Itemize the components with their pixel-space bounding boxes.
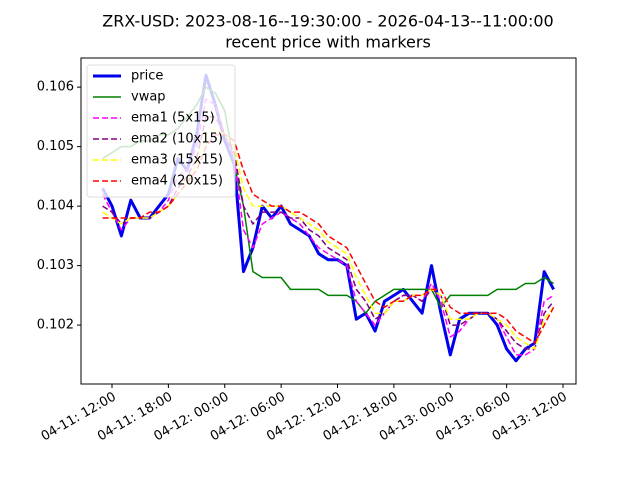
chart-subtitle: recent price with markers — [225, 33, 431, 52]
y-tick-label: 0.106 — [37, 80, 74, 95]
y-tick-label: 0.104 — [37, 199, 74, 214]
legend-label: ema3 (15x15) — [131, 153, 223, 168]
y-tick-label: 0.105 — [37, 139, 74, 154]
y-tick-label: 0.102 — [37, 318, 74, 333]
legend-label: vwap — [131, 90, 166, 105]
chart-title: ZRX-USD: 2023-08-16--19:30:00 - 2026-04-… — [102, 12, 553, 31]
series-line — [102, 128, 555, 350]
legend-box — [86, 64, 236, 198]
legend-label: ema4 (20x15) — [131, 174, 223, 189]
legend-label: ema1 (5x15) — [131, 111, 215, 126]
legend-label: price — [131, 69, 163, 84]
legend-label: ema2 (10x15) — [131, 132, 223, 147]
y-tick-label: 0.103 — [37, 258, 74, 273]
axes-frame — [80, 57, 577, 385]
